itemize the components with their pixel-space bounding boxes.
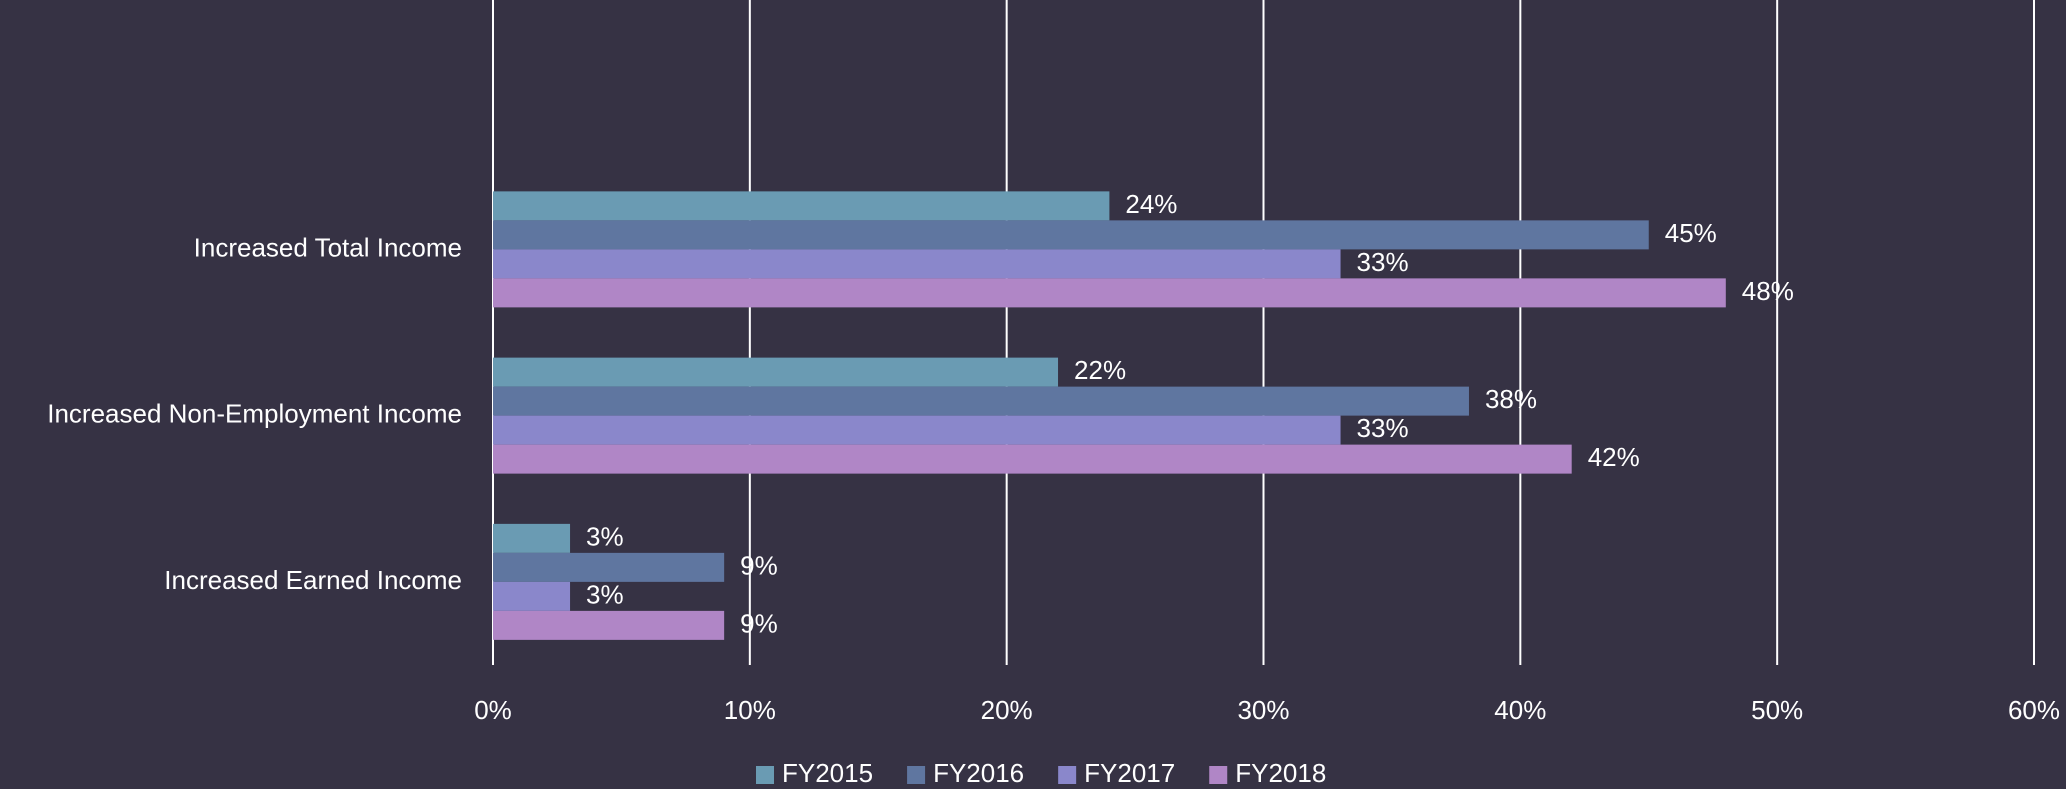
- legend-swatch: [907, 766, 926, 784]
- bar: [493, 357, 1059, 387]
- value-label: 33%: [1357, 247, 1409, 277]
- x-tick-label: 40%: [1494, 695, 1546, 725]
- bar: [493, 415, 1341, 445]
- value-label: 48%: [1742, 276, 1794, 306]
- value-label: 9%: [740, 550, 778, 580]
- legend-swatch: [1209, 766, 1228, 784]
- value-label: 24%: [1125, 189, 1177, 219]
- x-tick-label: 30%: [1237, 695, 1289, 725]
- x-tick-label: 0%: [474, 695, 512, 725]
- value-label: 42%: [1588, 442, 1640, 472]
- value-label: 22%: [1074, 355, 1126, 385]
- category-label: Increased Total Income: [194, 232, 462, 262]
- value-label: 9%: [740, 608, 778, 638]
- bar: [493, 610, 725, 640]
- value-label: 45%: [1665, 218, 1717, 248]
- value-label: 38%: [1485, 384, 1537, 414]
- category-label: Increased Earned Income: [164, 565, 462, 595]
- value-label: 3%: [586, 521, 624, 551]
- x-tick-label: 20%: [981, 695, 1033, 725]
- category-label: Increased Non-Employment Income: [47, 399, 462, 429]
- legend-swatch: [1058, 766, 1077, 784]
- bar: [493, 278, 1726, 308]
- bar: [493, 581, 571, 611]
- value-label: 33%: [1357, 413, 1409, 443]
- legend-label: FY2016: [933, 758, 1024, 788]
- value-label: 3%: [586, 579, 624, 609]
- x-tick-label: 60%: [2008, 695, 2060, 725]
- bar: [493, 249, 1341, 279]
- legend-label: FY2017: [1084, 758, 1175, 788]
- bar: [493, 386, 1469, 416]
- legend-swatch: [756, 766, 774, 784]
- x-tick-label: 10%: [724, 695, 776, 725]
- legend-label: FY2018: [1235, 758, 1326, 788]
- bar: [493, 220, 1649, 250]
- x-tick-label: 50%: [1751, 695, 1803, 725]
- bar: [493, 444, 1572, 474]
- bar: [493, 552, 725, 582]
- bar: [493, 191, 1110, 221]
- bar: [493, 523, 571, 553]
- legend-label: FY2015: [782, 758, 873, 788]
